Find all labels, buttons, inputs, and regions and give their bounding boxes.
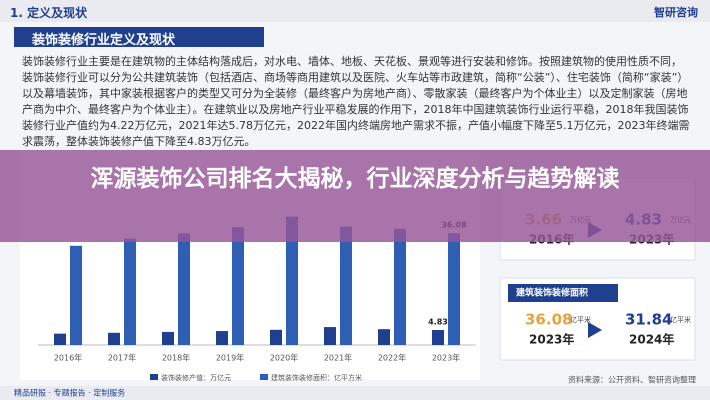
bar	[378, 329, 390, 345]
footer-right: 资料来源：公开资料、智研咨询整理	[568, 375, 696, 385]
x-tick-label: 2020年	[270, 353, 298, 363]
data-label: 4.83	[428, 318, 448, 327]
footer-bar	[0, 386, 710, 400]
legend-swatch	[150, 374, 158, 380]
x-tick-label: 2022年	[378, 353, 406, 363]
x-tick-label: 2021年	[324, 353, 352, 363]
bar	[432, 330, 444, 345]
bar	[270, 329, 282, 345]
x-tick-label: 2023年	[432, 353, 460, 363]
panel-unit: 亿平米	[570, 315, 591, 324]
legend-label: 装饰装修产值：万亿元	[161, 373, 231, 382]
paragraph: 装饰装修行业主要是在建筑物的主体结构落成后，对水电、墙体、地板、天花板、景观等进…	[22, 55, 690, 148]
heading: 装饰装修行业定义及现状	[32, 33, 176, 48]
bar	[216, 331, 228, 345]
bar	[232, 227, 244, 345]
legend-swatch	[260, 374, 268, 380]
bar	[448, 233, 460, 345]
panel-value: 36.08	[525, 311, 572, 329]
panel-year: 2024年	[629, 332, 674, 347]
panel-year: 2023年	[529, 332, 574, 347]
footer-left: 精品研报 · 专题报告 · 定制服务	[14, 388, 125, 398]
logo: 智研咨询	[654, 6, 698, 19]
overlay-title: 浑源装饰公司排名大揭秘，行业深度分析与趋势解读	[90, 166, 620, 192]
panel-title-box	[508, 284, 618, 302]
x-tick-label: 2017年	[108, 353, 136, 363]
bar	[340, 226, 352, 345]
bar	[54, 333, 66, 345]
top-bar	[0, 0, 710, 22]
section-title: 1. 定义及现状	[10, 6, 88, 20]
bar	[70, 245, 82, 345]
panel-unit: 亿平米	[670, 315, 691, 324]
bar	[124, 238, 136, 345]
bar	[324, 327, 336, 345]
bar	[286, 216, 298, 345]
x-tick-label: 2018年	[162, 353, 190, 363]
x-tick-label: 2016年	[54, 353, 82, 363]
bar	[178, 233, 190, 345]
overlay-band	[0, 150, 710, 242]
bar	[108, 332, 120, 345]
panel-arrow	[588, 322, 602, 338]
panel-value: 31.84	[625, 311, 672, 329]
legend-label: 建筑装饰装修面积：亿平方米	[271, 373, 362, 382]
x-tick-label: 2019年	[216, 353, 244, 363]
panel-title: 建筑装饰装修面积	[516, 287, 588, 299]
heading-box	[14, 27, 264, 47]
bar	[162, 331, 174, 345]
bar	[394, 228, 406, 345]
